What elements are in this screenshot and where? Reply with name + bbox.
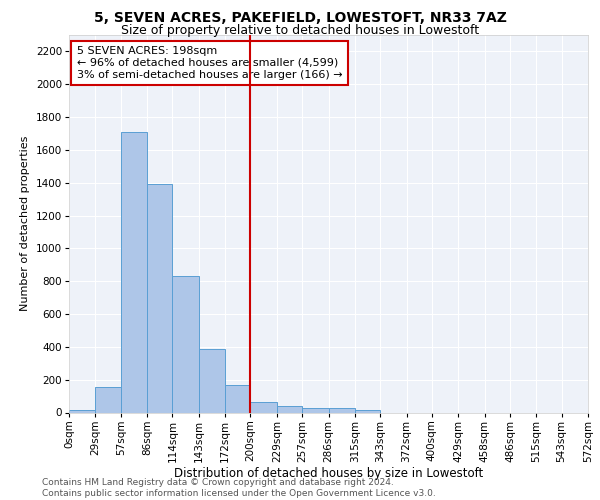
Bar (225, 386, 250, 412)
Text: 5, SEVEN ACRES, PAKEFIELD, LOWESTOFT, NR33 7AZ: 5, SEVEN ACRES, PAKEFIELD, LOWESTOFT, NR… (94, 11, 506, 25)
Bar (95, 387, 121, 412)
Bar (355, 410, 380, 412)
Bar (302, 408, 329, 412)
Text: Contains HM Land Registry data © Crown copyright and database right 2024.
Contai: Contains HM Land Registry data © Crown c… (42, 478, 436, 498)
Bar (121, 132, 147, 412)
Bar (277, 406, 302, 412)
Bar (147, 184, 172, 412)
Bar (69, 410, 95, 412)
Bar (250, 402, 277, 412)
Text: Size of property relative to detached houses in Lowestoft: Size of property relative to detached ho… (121, 24, 479, 37)
Bar (329, 408, 355, 412)
Y-axis label: Number of detached properties: Number of detached properties (20, 136, 30, 312)
Bar (172, 276, 199, 412)
X-axis label: Distribution of detached houses by size in Lowestoft: Distribution of detached houses by size … (174, 467, 483, 480)
Bar (199, 350, 225, 412)
Text: 5 SEVEN ACRES: 198sqm
← 96% of detached houses are smaller (4,599)
3% of semi-de: 5 SEVEN ACRES: 198sqm ← 96% of detached … (77, 46, 343, 80)
